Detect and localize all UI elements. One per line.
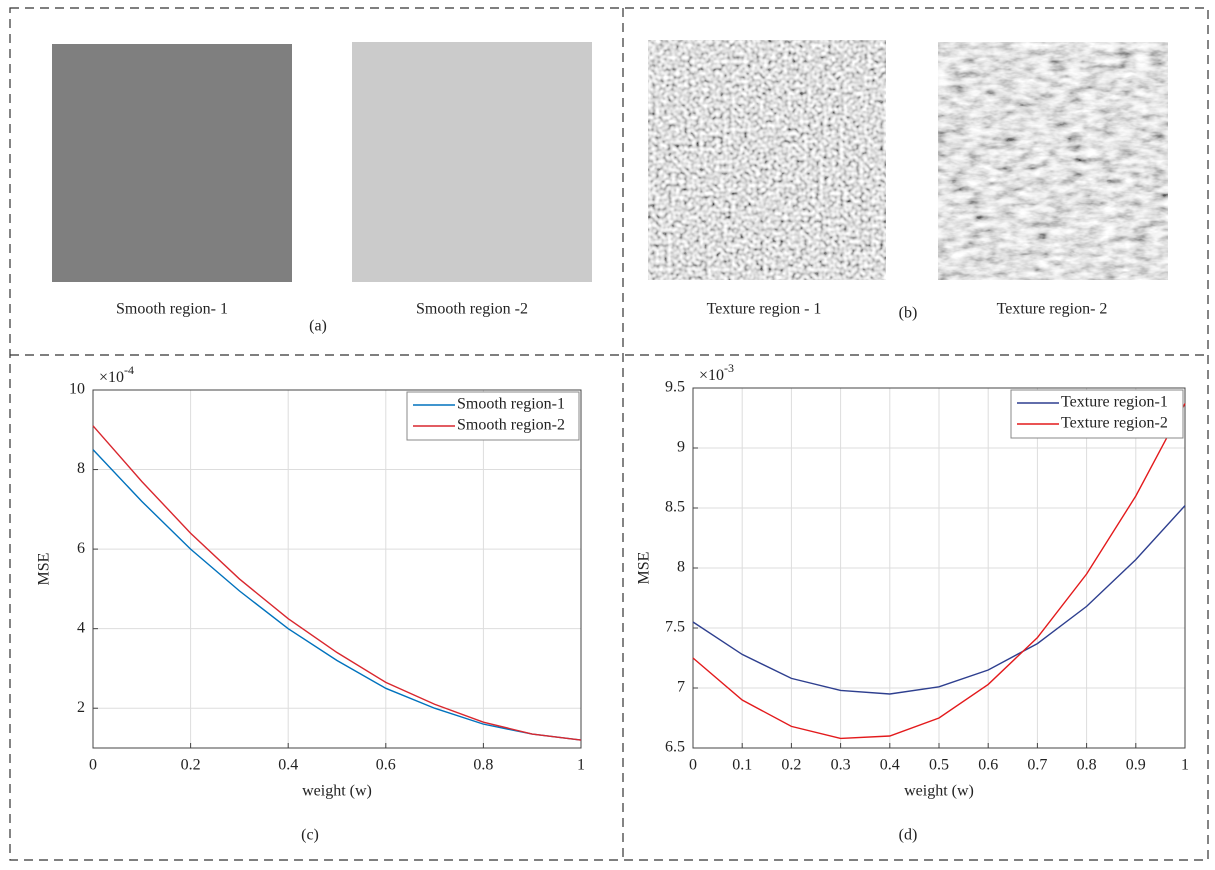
texture-image — [938, 42, 1168, 280]
x-tick-label: 0.5 — [929, 757, 949, 774]
y-axis-label: MSE — [36, 553, 53, 586]
y-tick-label: 6 — [77, 540, 85, 557]
x-tick-label: 0.2 — [781, 757, 801, 774]
x-tick-label: 0.8 — [1077, 757, 1097, 774]
y-tick-label: 8.5 — [665, 499, 685, 516]
legend-box — [406, 391, 580, 441]
x-tick-label: 0.8 — [473, 757, 493, 774]
texture-image — [648, 40, 886, 280]
exponent-base: ×10 — [99, 369, 124, 386]
y-tick-label: 7 — [677, 679, 685, 696]
axes-box — [692, 387, 1186, 749]
x-tick-label: 0.6 — [376, 757, 396, 774]
axis-exponent: ×10-3 — [699, 361, 734, 384]
smooth-image — [52, 44, 292, 282]
y-tick-label: 10 — [69, 381, 85, 398]
x-tick-label: 0.1 — [732, 757, 752, 774]
series-line — [692, 505, 1186, 695]
x-axis-label: weight (w) — [904, 783, 974, 800]
panel-label: (d) — [899, 827, 918, 844]
y-tick-label: 9.5 — [665, 379, 685, 396]
y-axis-label: MSE — [636, 552, 653, 585]
x-tick-label: 0.2 — [181, 757, 201, 774]
axes-box — [92, 389, 582, 749]
x-tick-label: 0.4 — [880, 757, 900, 774]
y-tick-label: 4 — [77, 619, 85, 636]
legend-label: Smooth region-2 — [457, 417, 565, 434]
legend-label: Texture region-2 — [1061, 415, 1168, 432]
frame — [9, 7, 1209, 861]
image-caption: Texture region - 1 — [707, 301, 822, 318]
exponent-power: -3 — [724, 361, 734, 375]
panel-label: (c) — [301, 827, 319, 844]
y-tick-label: 8 — [677, 559, 685, 576]
x-tick-label: 0 — [89, 757, 97, 774]
series-line — [692, 403, 1186, 740]
image-caption: Texture region- 2 — [997, 301, 1108, 318]
image-caption: Smooth region -2 — [416, 301, 528, 318]
y-tick-label: 2 — [77, 699, 85, 716]
y-tick-label: 8 — [77, 460, 85, 477]
series-line — [92, 425, 582, 741]
x-tick-label: 0.7 — [1027, 757, 1047, 774]
x-tick-label: 1 — [1181, 757, 1189, 774]
panel-label: (b) — [899, 305, 918, 322]
x-tick-label: 0.3 — [831, 757, 851, 774]
x-tick-label: 0.4 — [278, 757, 298, 774]
legend-box — [1010, 389, 1184, 439]
panel-label: (a) — [309, 318, 327, 335]
image-caption: Smooth region- 1 — [116, 301, 228, 318]
exponent-power: -4 — [124, 363, 134, 377]
series-line — [92, 449, 582, 741]
axis-exponent: ×10-4 — [99, 363, 134, 386]
x-tick-label: 0.6 — [978, 757, 998, 774]
x-tick-label: 0 — [689, 757, 697, 774]
exponent-base: ×10 — [699, 367, 724, 384]
y-tick-label: 6.5 — [665, 739, 685, 756]
legend-label: Smooth region-1 — [457, 396, 565, 413]
y-tick-label: 7.5 — [665, 619, 685, 636]
y-tick-label: 9 — [677, 439, 685, 456]
x-tick-label: 1 — [577, 757, 585, 774]
smooth-image — [352, 42, 592, 282]
plot-area — [92, 389, 582, 749]
x-axis-label: weight (w) — [302, 783, 372, 800]
x-tick-label: 0.9 — [1126, 757, 1146, 774]
legend-label: Texture region-1 — [1061, 394, 1168, 411]
